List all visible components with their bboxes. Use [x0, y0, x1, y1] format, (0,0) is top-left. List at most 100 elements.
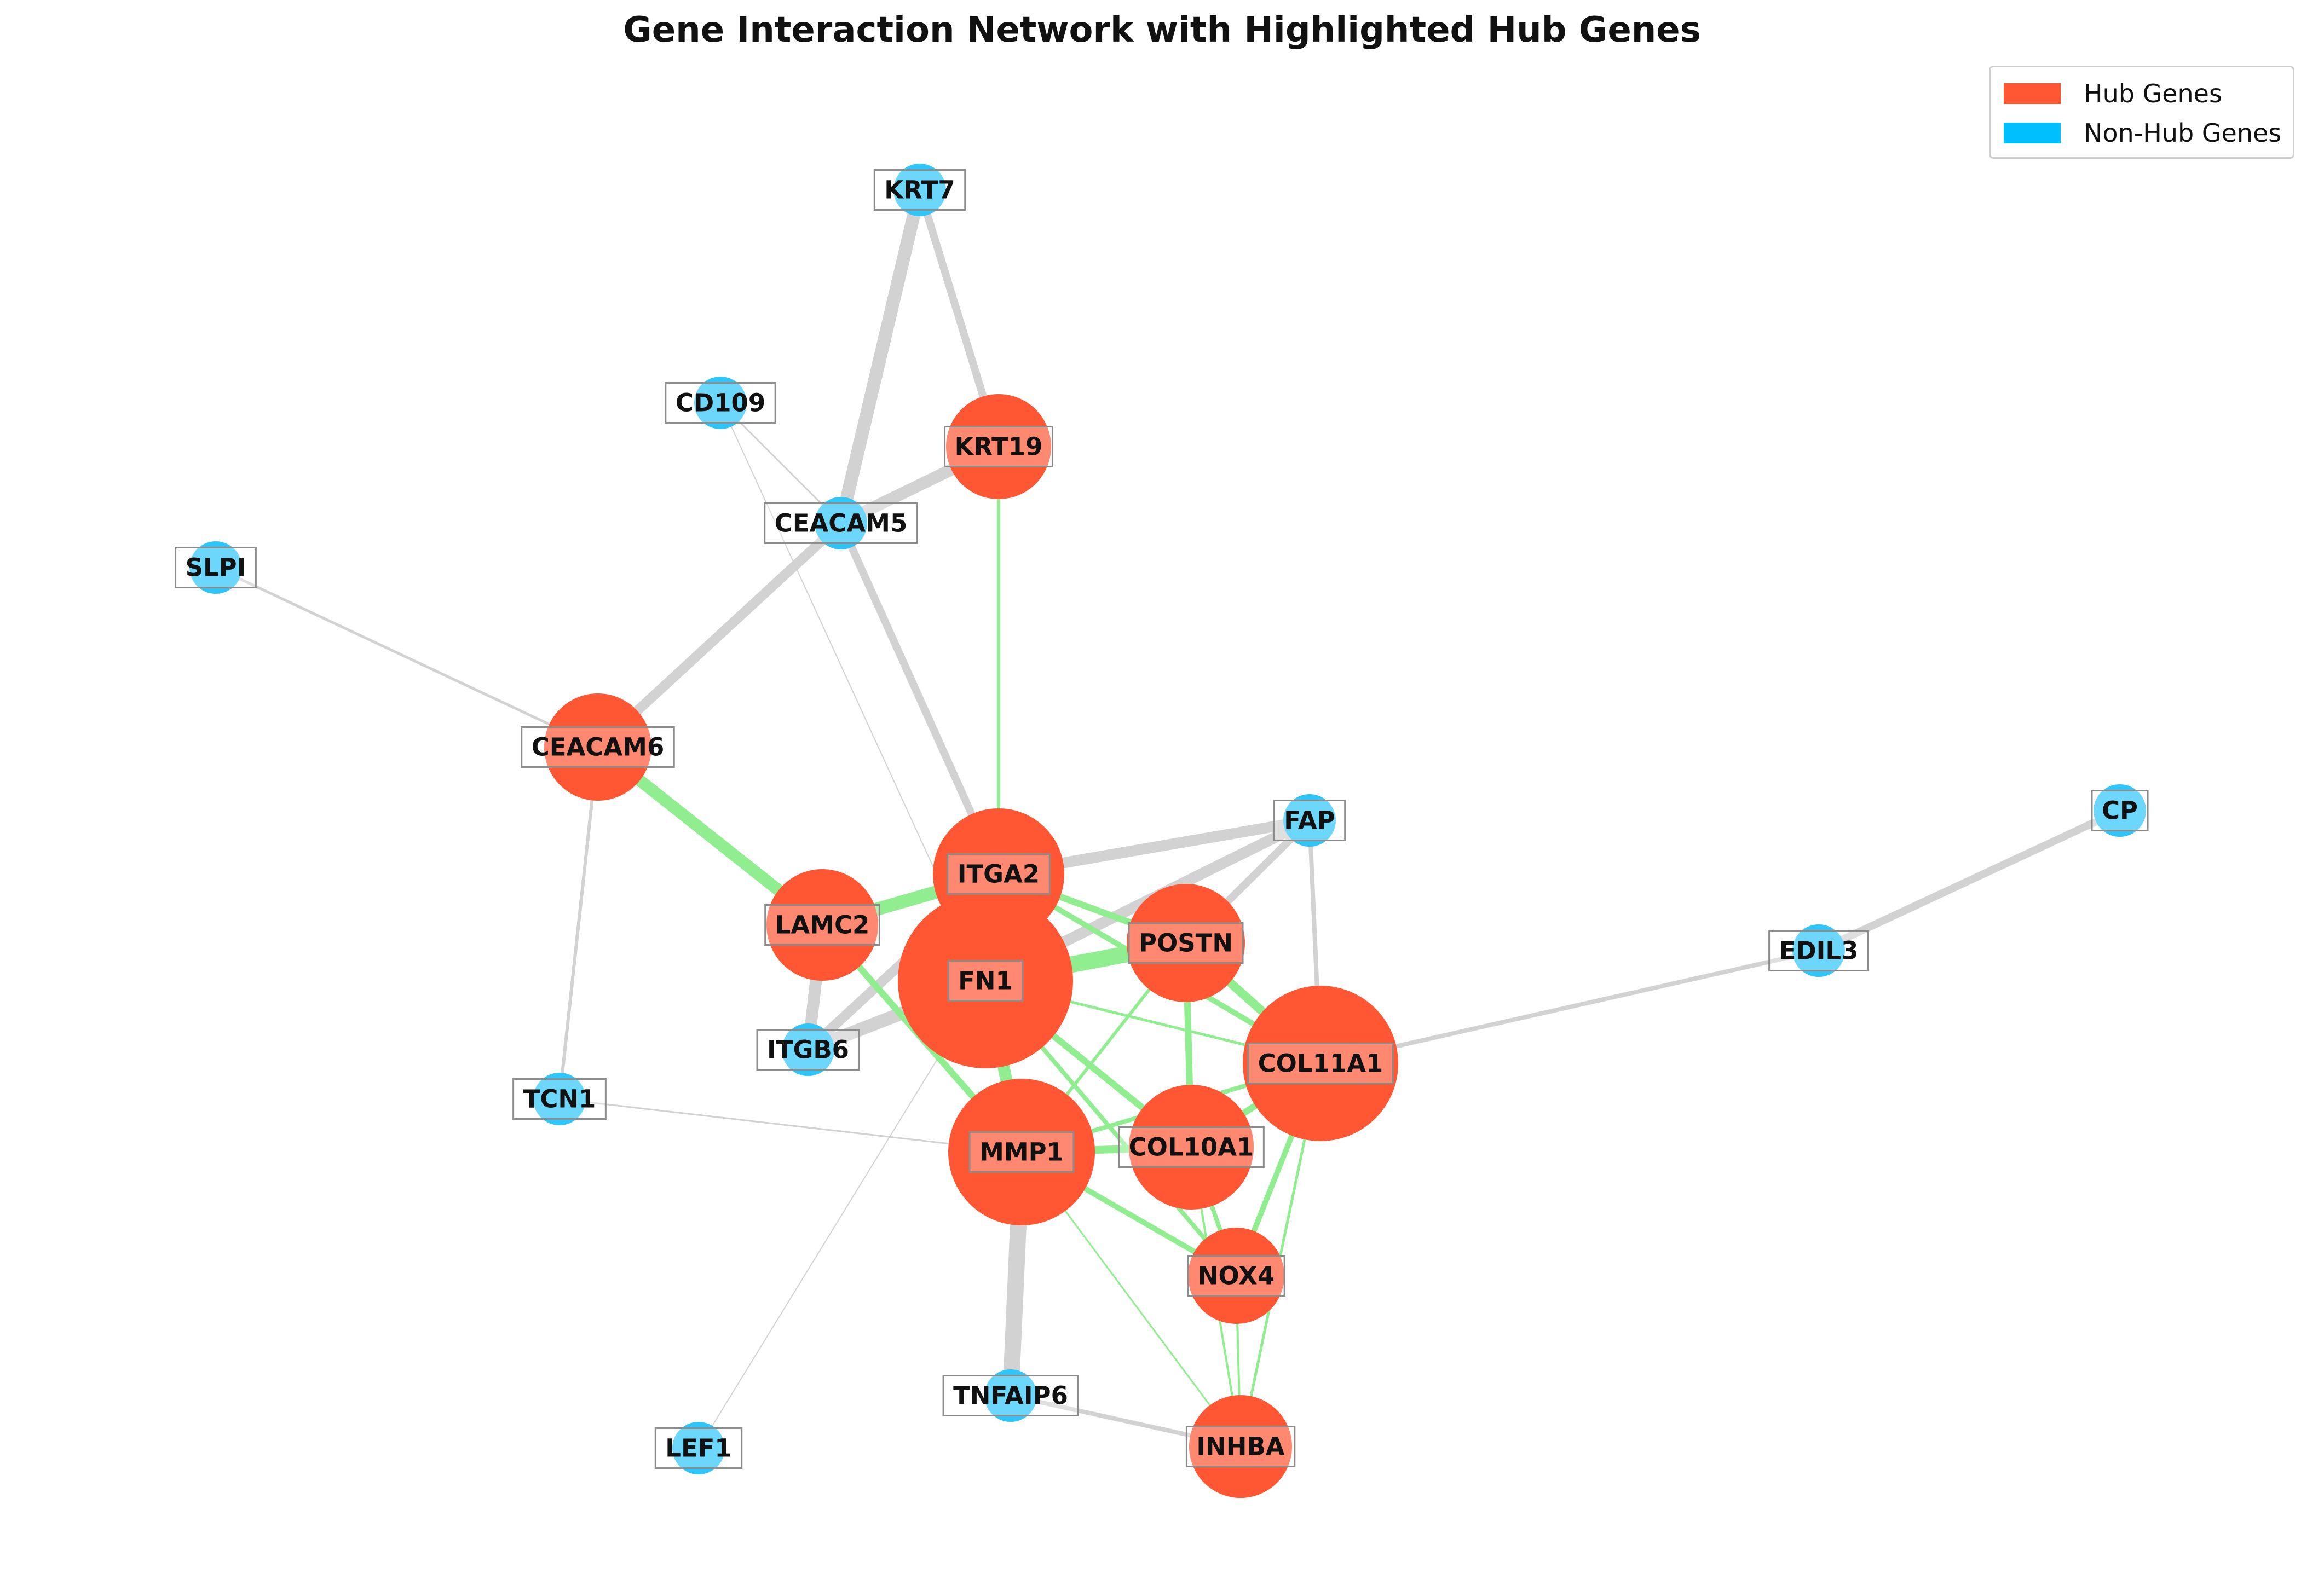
node-label-itgb6: ITGB6: [767, 1035, 849, 1064]
node-lamc2[interactable]: [766, 869, 878, 981]
node-tnfaip6[interactable]: [984, 1369, 1037, 1422]
node-label-lef1: LEF1: [665, 1434, 731, 1463]
node-mmp1[interactable]: [948, 1079, 1095, 1225]
label-layer: KRT7 CD109 KRT19 CEACAM5 SLPI CEACAM6 FAP CP ITG…: [175, 169, 2149, 1469]
label-box-fap: [1273, 800, 1346, 841]
edge-ceacam6-tcn1: [558, 745, 599, 1101]
edge-slpi-ceacam6: [214, 566, 599, 749]
node-ceacam6[interactable]: [544, 693, 651, 801]
label-box-cp: [2091, 790, 2149, 831]
label-box-cd109: [665, 382, 776, 424]
label-group-inhba: INHBA: [1185, 1426, 1296, 1467]
node-label-ceacam6: CEACAM6: [532, 733, 665, 762]
label-box-inhba: [1185, 1426, 1296, 1467]
edge-edil3-cp: [1815, 807, 2124, 954]
label-group-itgb6: ITGB6: [756, 1029, 860, 1071]
node-cd109[interactable]: [694, 377, 747, 429]
label-box-mmp1: [968, 1131, 1075, 1173]
label-group-fap: FAP: [1273, 800, 1346, 841]
node-lef1[interactable]: [672, 1422, 725, 1474]
label-group-col10a1: COL10A1: [1118, 1126, 1265, 1168]
node-itgb6[interactable]: [782, 1023, 834, 1076]
label-box-nox4: [1187, 1255, 1285, 1297]
node-col10a1[interactable]: [1129, 1085, 1254, 1210]
node-edil3[interactable]: [1792, 924, 1845, 977]
node-postn[interactable]: [1127, 884, 1245, 1002]
label-group-edil3: EDIL3: [1768, 930, 1869, 971]
node-label-ceacam5: CEACAM5: [775, 509, 908, 538]
edge-krt7-ceacam5: [834, 183, 926, 530]
label-group-lef1: LEF1: [654, 1427, 743, 1469]
legend-item-hub: Hub Genes: [2004, 77, 2222, 110]
node-label-edil3: EDIL3: [1779, 936, 1859, 965]
node-label-fn1: FN1: [958, 967, 1013, 996]
label-group-col11a1: COL11A1: [1247, 1043, 1394, 1084]
node-krt19[interactable]: [946, 394, 1051, 499]
label-box-tnfaip6: [942, 1375, 1079, 1416]
label-group-mmp1: MMP1: [968, 1131, 1075, 1173]
label-group-ceacam6: CEACAM6: [521, 726, 675, 768]
label-group-slpi: SLPI: [175, 547, 257, 588]
label-box-itga2: [947, 853, 1051, 895]
label-group-cd109: CD109: [665, 382, 776, 424]
label-box-tcn1: [512, 1078, 607, 1120]
label-box-ceacam5: [764, 502, 918, 544]
legend-item-nonhub: Non-Hub Genes: [2004, 117, 2281, 149]
node-label-cd109: CD109: [676, 389, 765, 418]
label-box-edil3: [1768, 930, 1869, 971]
node-label-postn: POSTN: [1139, 929, 1233, 958]
edge-layer: [214, 183, 2124, 1449]
node-cp[interactable]: [2094, 784, 2146, 837]
edge-mmp1-tcn1: [558, 1098, 1023, 1153]
label-group-postn: POSTN: [1128, 922, 1244, 964]
node-nox4[interactable]: [1188, 1228, 1284, 1324]
node-label-krt19: KRT19: [955, 432, 1043, 461]
legend-swatch-nonhub: [2004, 123, 2061, 143]
node-label-fap: FAP: [1284, 806, 1335, 835]
label-group-cp: CP: [2091, 790, 2149, 831]
node-slpi[interactable]: [189, 541, 242, 594]
label-group-itga2: ITGA2: [947, 853, 1051, 895]
label-group-krt7: KRT7: [873, 169, 966, 211]
node-fap[interactable]: [1283, 794, 1336, 847]
node-tcn1[interactable]: [533, 1073, 586, 1125]
label-group-lamc2: LAMC2: [764, 904, 880, 946]
node-fn1[interactable]: [898, 893, 1073, 1068]
edge-ceacam5-ceacam6: [593, 518, 846, 752]
legend-label-nonhub: Non-Hub Genes: [2084, 118, 2282, 148]
node-label-tcn1: TCN1: [523, 1085, 596, 1114]
node-col11a1[interactable]: [1243, 986, 1398, 1141]
label-box-slpi: [175, 547, 257, 588]
node-label-col11a1: COL11A1: [1258, 1049, 1383, 1078]
chart-title: Gene Interaction Network with Highlighte…: [623, 10, 1701, 50]
node-label-inhba: INHBA: [1196, 1432, 1284, 1461]
node-krt7[interactable]: [893, 164, 946, 216]
label-group-fn1: FN1: [947, 960, 1024, 1002]
label-box-lef1: [654, 1427, 743, 1469]
node-label-itga2: ITGA2: [958, 860, 1040, 889]
node-label-col10a1: COL10A1: [1129, 1133, 1254, 1162]
label-box-itgb6: [756, 1029, 860, 1071]
label-box-postn: [1128, 922, 1244, 964]
label-box-lamc2: [764, 904, 880, 946]
node-label-tnfaip6: TNFAIP6: [953, 1381, 1068, 1410]
label-group-ceacam5: CEACAM5: [764, 502, 918, 544]
label-group-tcn1: TCN1: [512, 1078, 607, 1120]
node-label-krt7: KRT7: [884, 176, 955, 205]
label-box-col11a1: [1247, 1043, 1394, 1084]
node-label-nox4: NOX4: [1198, 1262, 1275, 1291]
label-box-col10a1: [1118, 1126, 1265, 1168]
node-label-cp: CP: [2102, 796, 2138, 825]
node-inhba[interactable]: [1189, 1395, 1292, 1498]
node-ceacam5[interactable]: [815, 497, 867, 549]
node-label-lamc2: LAMC2: [775, 911, 870, 940]
label-box-fn1: [947, 960, 1024, 1002]
node-label-mmp1: MMP1: [979, 1138, 1064, 1167]
label-group-tnfaip6: TNFAIP6: [942, 1375, 1079, 1416]
legend: Hub Genes Non-Hub Genes: [1989, 66, 2294, 159]
node-label-slpi: SLPI: [186, 553, 246, 582]
label-group-nox4: NOX4: [1187, 1255, 1285, 1297]
edge-col11a1-edil3: [1318, 948, 1821, 1066]
